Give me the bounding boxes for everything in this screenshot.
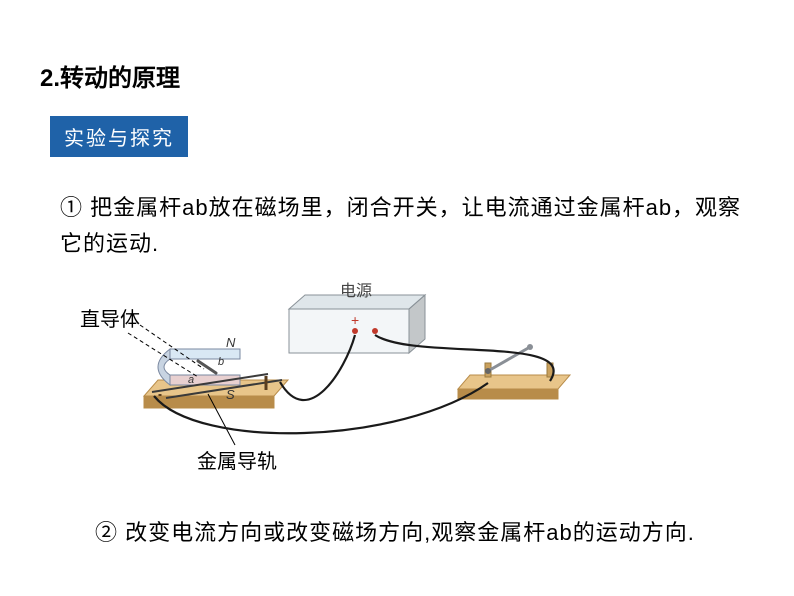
section-heading: 2.转动的原理 <box>40 58 180 93</box>
label-conductor: 直导体 <box>80 303 140 332</box>
paragraph-1: ① 把金属杆ab放在磁场里，闭合开关，让电流通过金属杆ab，观察它的运动. <box>60 190 754 262</box>
label-rail: 金属导轨 <box>197 445 277 474</box>
svg-text:b: b <box>218 356 224 368</box>
paragraph-2: ② 改变电流方向或改变磁场方向,观察金属杆ab的运动方向. <box>95 515 754 551</box>
circuit-diagram: +NSab 直导体 金属导轨 电源 <box>70 275 590 485</box>
label-power: 电源 <box>340 277 372 301</box>
svg-text:+: + <box>351 312 359 328</box>
svg-text:N: N <box>226 335 236 350</box>
badge-experiment: 实验与探究 <box>50 116 188 157</box>
svg-text:a: a <box>188 374 194 386</box>
